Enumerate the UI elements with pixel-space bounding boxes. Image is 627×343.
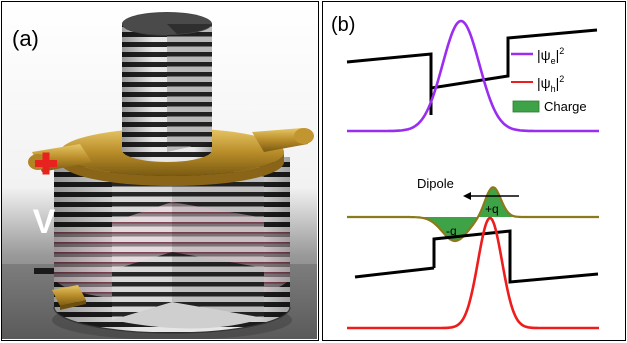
dipole-label: Dipole	[417, 176, 454, 191]
charge-distribution: Dipole +q -q	[347, 176, 599, 243]
upper-pillar	[122, 12, 212, 162]
hole-wavefunction	[347, 216, 599, 330]
legend-electron-label: |ψe|2	[537, 46, 564, 66]
legend-charge-swatch	[512, 100, 540, 113]
bottom-gold-pad	[52, 285, 86, 310]
lower-band-diagram	[347, 216, 599, 330]
band-diagram: (b) |ψe|2 |ψh|2 Charge Dipole	[331, 14, 599, 330]
panel-a: (a) V + −	[1, 1, 319, 341]
lower-band-left	[354, 266, 435, 279]
device-illustration: (a) V + −	[2, 2, 317, 339]
positive-charge-label: +q	[485, 202, 499, 216]
charge-line	[347, 186, 599, 243]
electron-wavefunction	[347, 19, 599, 133]
lower-band-edge	[432, 229, 599, 284]
panel-a-label: (a)	[12, 26, 39, 51]
negative-charge-label: -q	[446, 224, 457, 238]
panel-b-label: (b)	[331, 14, 355, 36]
cutaway-section	[112, 144, 264, 329]
dipole-arrow	[463, 192, 519, 200]
panel-b: (b) |ψe|2 |ψh|2 Charge Dipole	[322, 1, 626, 341]
legend-hole-label: |ψh|2	[537, 74, 564, 94]
plus-sign	[35, 152, 57, 175]
upper-band-edge	[346, 28, 598, 115]
minus-sign	[34, 268, 54, 274]
legend-charge-label: Charge	[544, 99, 587, 114]
upper-band-diagram	[346, 19, 599, 133]
legend: |ψe|2 |ψh|2 Charge	[511, 46, 587, 114]
voltage-label: V	[33, 203, 56, 241]
